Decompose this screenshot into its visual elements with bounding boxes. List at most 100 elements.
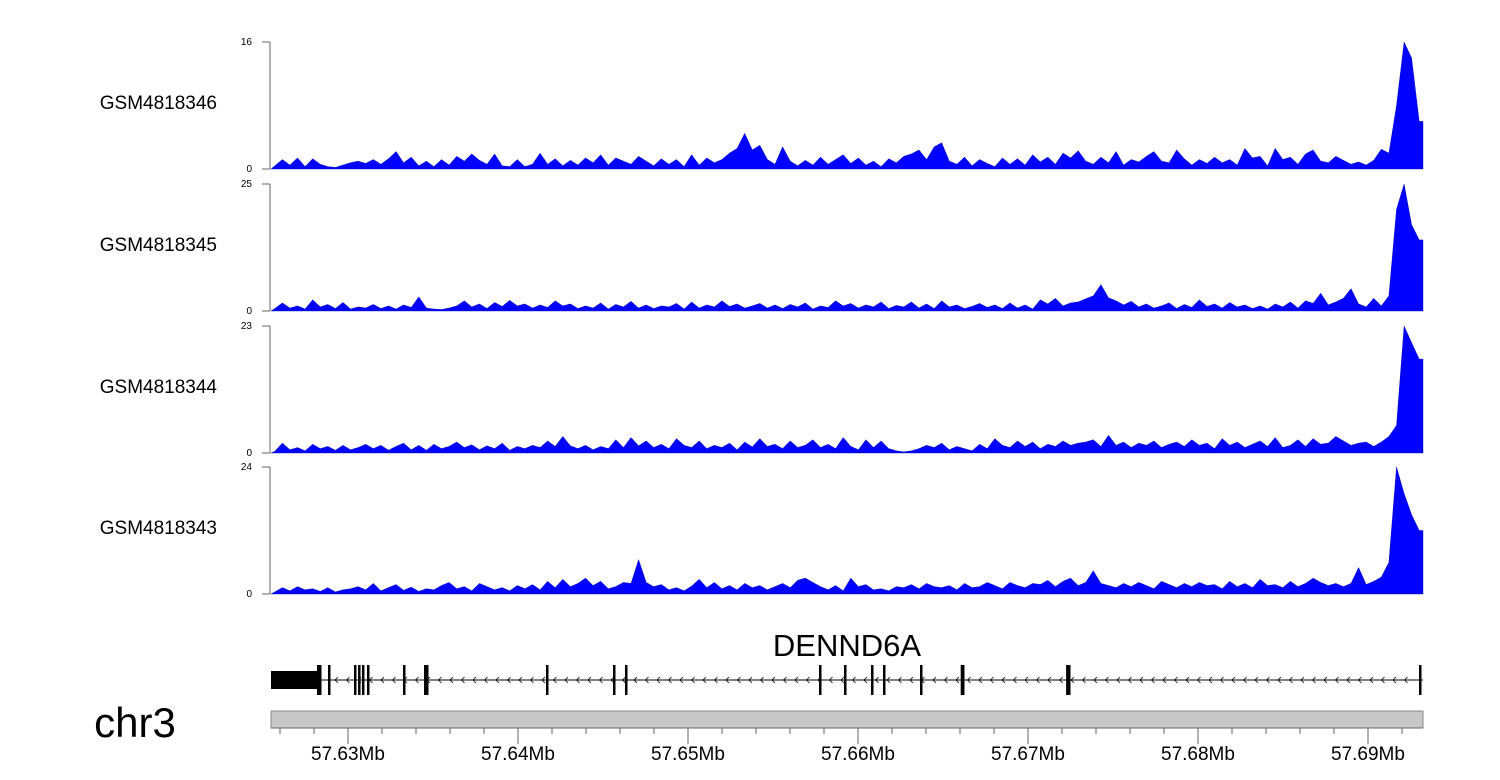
axis-tick-label: 57.69Mb bbox=[1331, 744, 1405, 765]
exon bbox=[819, 665, 822, 695]
strand-arrow-icon bbox=[1035, 676, 1040, 684]
exon bbox=[366, 665, 370, 695]
exon bbox=[871, 665, 874, 695]
strand-arrow-icon bbox=[966, 676, 971, 684]
strand-arrow-icon bbox=[518, 676, 523, 684]
strand-arrow-icon bbox=[529, 676, 534, 684]
exon bbox=[624, 665, 628, 695]
chromosome-label: chr3 bbox=[94, 699, 176, 746]
gene-track: DENND6A bbox=[271, 628, 1423, 695]
strand-arrow-icon bbox=[621, 676, 626, 684]
strand-arrow-icon bbox=[1265, 676, 1270, 684]
strand-arrow-icon bbox=[1093, 676, 1098, 684]
strand-arrow-icon bbox=[955, 676, 960, 684]
track-GSM4818344: GSM4818344 23 0 bbox=[100, 321, 1424, 459]
strand-arrow-icon bbox=[1254, 676, 1259, 684]
strand-arrow-icon bbox=[1311, 676, 1316, 684]
axis-tick-label: 57.67Mb bbox=[991, 744, 1065, 765]
strand-arrow-icon bbox=[564, 676, 569, 684]
strand-arrow-icon bbox=[943, 676, 948, 684]
y-axis-min-label: 0 bbox=[246, 448, 252, 459]
exon bbox=[843, 665, 847, 695]
coverage-tracks: GSM4818346160GSM4818345250GSM4818344230G… bbox=[100, 37, 1424, 600]
strand-arrow-icon bbox=[1277, 676, 1282, 684]
strand-arrow-icon bbox=[598, 676, 603, 684]
y-axis-min-label: 0 bbox=[246, 306, 252, 317]
exon bbox=[358, 665, 361, 695]
coverage-area bbox=[270, 183, 1424, 312]
strand-arrow-icon bbox=[702, 676, 707, 684]
track-GSM4818345: GSM4818345 25 0 bbox=[100, 179, 1424, 317]
strand-arrow-icon bbox=[932, 676, 937, 684]
y-axis-min-label: 0 bbox=[246, 589, 252, 600]
track-label: GSM4818345 bbox=[100, 235, 217, 256]
exon bbox=[316, 665, 320, 695]
strand-arrow-icon bbox=[1196, 676, 1201, 684]
track-label: GSM4818346 bbox=[100, 93, 217, 114]
y-axis-max-label: 24 bbox=[241, 462, 253, 473]
strand-arrow-icon bbox=[1242, 676, 1247, 684]
exon bbox=[402, 665, 406, 695]
strand-arrow-icon bbox=[391, 676, 396, 684]
exon bbox=[612, 665, 616, 695]
strand-arrow-icon bbox=[1116, 676, 1121, 684]
strand-arrow-icon bbox=[449, 676, 454, 684]
strand-arrow-icon bbox=[851, 676, 856, 684]
strand-arrow-icon bbox=[644, 676, 649, 684]
strand-arrow-icon bbox=[690, 676, 695, 684]
strand-arrow-icon bbox=[483, 676, 488, 684]
exon bbox=[960, 665, 964, 695]
y-axis-max-label: 16 bbox=[241, 37, 253, 48]
axis-tick-label: 57.64Mb bbox=[481, 744, 555, 765]
strand-arrow-icon bbox=[909, 676, 914, 684]
strand-arrow-icon bbox=[886, 676, 891, 684]
coverage-area bbox=[270, 466, 1424, 595]
strand-arrow-icon bbox=[1012, 676, 1017, 684]
strand-arrow-icon bbox=[1380, 676, 1385, 684]
strand-arrow-icon bbox=[541, 676, 546, 684]
exon bbox=[1068, 665, 1071, 695]
strand-arrow-icon bbox=[1047, 676, 1052, 684]
exon bbox=[353, 665, 357, 695]
strand-arrow-icon bbox=[1346, 676, 1351, 684]
strand-arrow-icon bbox=[782, 676, 787, 684]
strand-arrow-icon bbox=[495, 676, 500, 684]
exon bbox=[327, 665, 331, 695]
axis-tick-label: 57.66Mb bbox=[821, 744, 895, 765]
strand-arrow-icon bbox=[587, 676, 592, 684]
exon bbox=[545, 665, 549, 695]
strand-arrow-icon bbox=[1001, 676, 1006, 684]
track-GSM4818346: GSM4818346 16 0 bbox=[100, 37, 1424, 175]
strand-arrow-icon bbox=[1334, 676, 1339, 684]
exon bbox=[1066, 665, 1069, 695]
strand-arrow-icon bbox=[1357, 676, 1362, 684]
y-axis-max-label: 25 bbox=[241, 179, 253, 190]
strand-arrow-icon bbox=[1162, 676, 1167, 684]
strand-arrow-icon bbox=[1150, 676, 1155, 684]
strand-arrow-icon bbox=[1070, 676, 1075, 684]
strand-arrow-icon bbox=[656, 676, 661, 684]
strand-arrow-icon bbox=[1024, 676, 1029, 684]
strand-arrow-icon bbox=[633, 676, 638, 684]
strand-arrow-icon bbox=[345, 676, 350, 684]
exon bbox=[920, 665, 923, 695]
exon bbox=[425, 665, 429, 695]
strand-arrow-icon bbox=[552, 676, 557, 684]
track-GSM4818343: GSM4818343 24 0 bbox=[100, 462, 1424, 600]
strand-arrow-icon bbox=[713, 676, 718, 684]
y-axis-min-label: 0 bbox=[246, 164, 252, 175]
track-label: GSM4818344 bbox=[100, 377, 218, 398]
strand-arrow-icon bbox=[1173, 676, 1178, 684]
y-axis-max-label: 23 bbox=[241, 321, 253, 332]
strand-arrow-icon bbox=[414, 676, 419, 684]
strand-arrow-icon bbox=[1127, 676, 1132, 684]
strand-arrow-icon bbox=[1081, 676, 1086, 684]
gene-name-label: DENND6A bbox=[773, 628, 921, 663]
strand-arrow-icon bbox=[1300, 676, 1305, 684]
axis-tick-label: 57.68Mb bbox=[1161, 744, 1235, 765]
strand-arrow-icon bbox=[978, 676, 983, 684]
strand-arrow-icon bbox=[736, 676, 741, 684]
strand-arrow-icon bbox=[472, 676, 477, 684]
strand-arrow-icon bbox=[1104, 676, 1109, 684]
